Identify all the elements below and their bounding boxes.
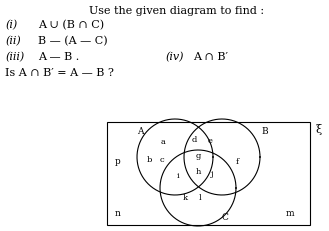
Text: (ii): (ii) <box>5 36 21 46</box>
Text: m: m <box>286 209 294 218</box>
Text: a: a <box>161 138 165 146</box>
Text: A ∩ B′: A ∩ B′ <box>193 52 228 62</box>
Text: (iv): (iv) <box>165 52 184 62</box>
Text: B — (A — C): B — (A — C) <box>38 36 108 46</box>
Text: (iii): (iii) <box>5 52 24 62</box>
Text: B: B <box>262 127 268 136</box>
Text: A: A <box>137 127 143 136</box>
Text: A ∪ (B ∩ C): A ∪ (B ∩ C) <box>38 20 104 30</box>
Text: A — B .: A — B . <box>38 52 79 62</box>
Text: k: k <box>183 194 188 202</box>
Text: d: d <box>191 136 197 144</box>
Text: e: e <box>208 137 213 145</box>
Text: C: C <box>221 213 228 222</box>
Bar <box>107 122 310 225</box>
Text: j: j <box>211 170 213 178</box>
Text: (i): (i) <box>5 20 17 30</box>
Text: p: p <box>115 158 121 167</box>
Text: h: h <box>195 168 201 176</box>
Text: c: c <box>160 156 164 164</box>
Text: i: i <box>177 172 179 180</box>
Text: l: l <box>199 194 201 202</box>
Text: f: f <box>236 158 239 166</box>
Text: ξ: ξ <box>315 124 321 135</box>
Text: b: b <box>146 156 152 164</box>
Text: Is A ∩ B′ = A — B ?: Is A ∩ B′ = A — B ? <box>5 68 114 78</box>
Text: n: n <box>115 209 121 218</box>
Text: g: g <box>195 152 201 160</box>
Text: Use the given diagram to find :: Use the given diagram to find : <box>89 6 264 16</box>
